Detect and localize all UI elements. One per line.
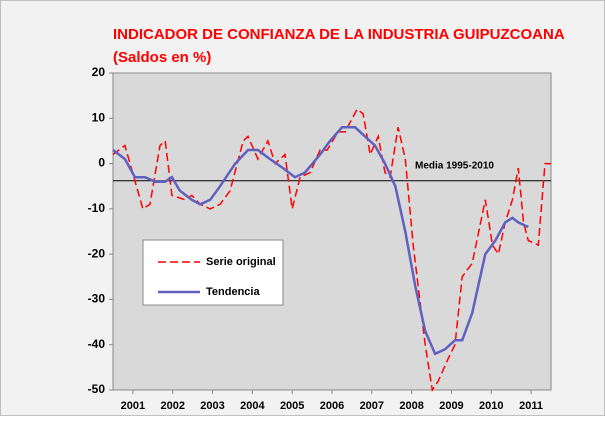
plot-area: [112, 72, 552, 391]
x-tick-label: 2008: [399, 400, 423, 412]
x-tick-label: 2002: [160, 400, 184, 412]
y-tick-label: -30: [88, 292, 106, 306]
x-tick-label: 2011: [519, 400, 543, 412]
x-tick-label: 2009: [439, 400, 463, 412]
legend-label: Serie original: [206, 256, 276, 268]
x-tick-label: 2010: [479, 400, 503, 412]
y-tick-label: -10: [88, 201, 106, 215]
x-tick-label: 2001: [121, 400, 145, 412]
y-tick-label: -40: [88, 337, 106, 351]
reference-label: Media 1995-2010: [415, 160, 494, 171]
x-tick-label: 2004: [240, 400, 265, 412]
legend-box: [142, 239, 284, 306]
y-tick-label: 0: [98, 156, 105, 170]
series-line: [112, 108, 551, 393]
y-tick-label: -50: [88, 382, 106, 396]
x-tick-label: 2003: [200, 400, 224, 412]
y-tick-label: 10: [92, 110, 106, 124]
legend-label: Tendencia: [206, 286, 260, 298]
x-tick-label: 2005: [280, 400, 304, 412]
series-line: [112, 126, 529, 356]
chart-subtitle: (Saldos en %): [113, 49, 211, 66]
y-tick-label: -20: [88, 246, 106, 260]
x-tick-label: 2006: [320, 400, 344, 412]
chart-title: INDICADOR DE CONFIANZA DE LA INDUSTRIA G…: [113, 26, 565, 43]
y-tick-label: 20: [92, 65, 106, 79]
x-tick-label: 2007: [360, 400, 384, 412]
